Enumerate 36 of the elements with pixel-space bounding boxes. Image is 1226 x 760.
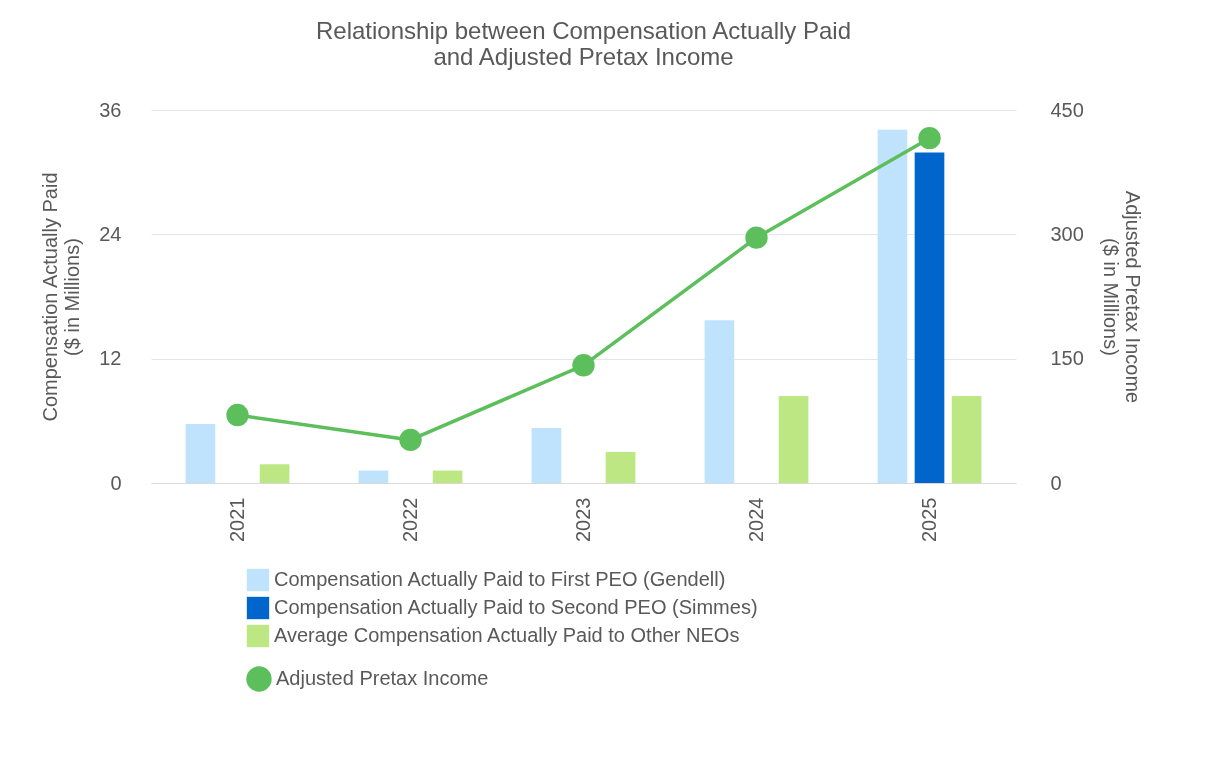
y-axis-title: Compensation Actually Paid ($ in Millions) bbox=[39, 172, 84, 422]
y2-axis-title: Adjusted Pretax Income ($ in Millions) bbox=[1099, 190, 1144, 404]
y2-tick-label: 150 bbox=[1050, 347, 1084, 370]
point bbox=[226, 403, 249, 427]
bar bbox=[914, 152, 945, 483]
bar bbox=[951, 395, 982, 483]
point bbox=[918, 127, 941, 150]
y2-tick-label: 300 bbox=[1050, 222, 1084, 245]
bar bbox=[432, 470, 463, 483]
bar bbox=[877, 129, 908, 483]
legend-label: Average Compensation Actually Paid to Other NEOs bbox=[274, 624, 740, 646]
bar bbox=[185, 423, 216, 483]
y2-tick-label: 0 bbox=[1050, 471, 1062, 494]
bar bbox=[704, 320, 735, 483]
bar bbox=[778, 395, 809, 483]
bar bbox=[259, 464, 290, 483]
x-tick-label: 2024 bbox=[744, 497, 767, 542]
point bbox=[572, 354, 595, 377]
y-tick-label: 24 bbox=[99, 222, 122, 245]
y-tick-label: 36 bbox=[99, 98, 122, 121]
legend-label: Compensation Actually Paid to Second PEO (Simmes) bbox=[274, 596, 758, 618]
x-tick-label: 2025 bbox=[917, 497, 940, 542]
point bbox=[399, 428, 422, 452]
legend-label: Adjusted Pretax Income bbox=[276, 667, 489, 689]
chart-title: Relationship between Compensation Actually Paid and Adjusted Pretax Income bbox=[316, 17, 851, 70]
y-tick-label: 12 bbox=[99, 347, 122, 370]
y2-tick-label: 450 bbox=[1050, 98, 1084, 121]
x-tick-label: 2022 bbox=[398, 497, 421, 542]
y-tick-label: 0 bbox=[110, 471, 122, 494]
bar bbox=[358, 470, 389, 483]
bar bbox=[605, 451, 636, 483]
point bbox=[745, 226, 768, 249]
x-tick-label: 2021 bbox=[225, 497, 248, 542]
x-tick-label: 2023 bbox=[571, 497, 594, 542]
legend-label: Compensation Actually Paid to First PEO (Gendell) bbox=[274, 568, 726, 590]
bar bbox=[531, 428, 562, 483]
